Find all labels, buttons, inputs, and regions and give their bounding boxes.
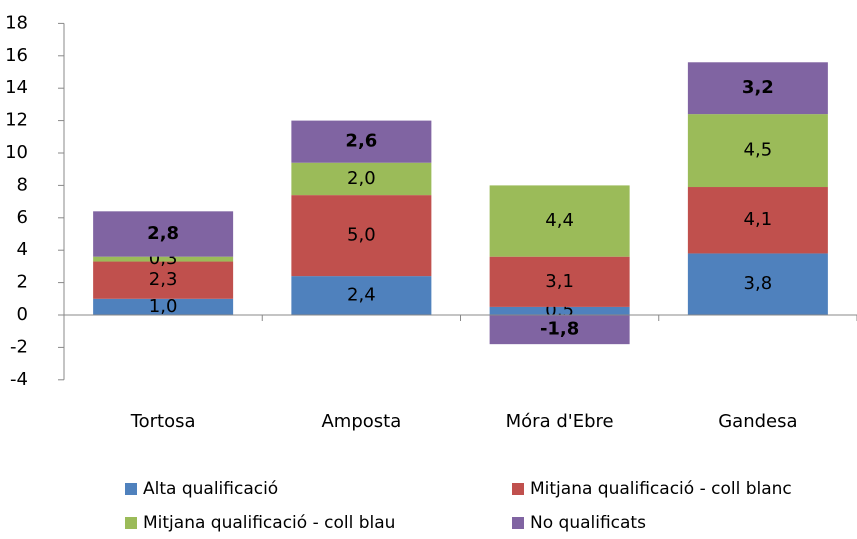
data-label: 1,0 <box>149 296 178 317</box>
data-label: 5,0 <box>347 225 376 246</box>
y-tick-label: 6 <box>17 207 28 228</box>
bar-segment <box>489 306 630 315</box>
bar-segment <box>291 195 432 277</box>
data-label: 3,8 <box>744 273 773 294</box>
y-tick-label: 0 <box>17 304 28 325</box>
bar-segment <box>93 211 234 257</box>
bar-segment <box>687 114 828 188</box>
data-label: 4,1 <box>744 209 773 230</box>
legend-swatch <box>125 483 137 495</box>
bar-segment <box>489 185 630 257</box>
y-tick-label: 14 <box>5 77 28 98</box>
bar-segment <box>291 276 432 315</box>
x-tick-label: Gandesa <box>718 411 797 432</box>
legend: Alta qualificació Mitjana qualificació - … <box>125 479 792 533</box>
x-tick-label: Tortosa <box>130 411 196 432</box>
data-label: 2,3 <box>149 269 178 290</box>
y-tick-label: 16 <box>5 45 28 66</box>
y-tick-label: 18 <box>5 12 28 33</box>
data-label: 4,4 <box>545 210 574 231</box>
bar-segment <box>489 256 630 307</box>
y-tick-label: -4 <box>10 369 28 390</box>
legend-label: Mitjana qualificació - coll blanc <box>530 479 792 499</box>
legend-label: No qualificats <box>530 513 646 533</box>
bar-segment <box>93 298 234 315</box>
legend-swatch <box>512 483 524 495</box>
data-label: 3,1 <box>545 271 574 292</box>
bar-segment <box>291 162 432 196</box>
data-label: -1,8 <box>540 319 579 340</box>
bar-segment <box>687 62 828 115</box>
legend-label: Alta qualificació <box>143 479 278 499</box>
data-label: 3,2 <box>742 77 774 98</box>
data-label: 4,5 <box>744 140 773 161</box>
data-label: 2,6 <box>345 131 377 152</box>
bar-segment <box>93 256 234 262</box>
bar-segment <box>489 315 630 345</box>
x-tick-label: Móra d'Ebre <box>506 411 614 432</box>
bar-segment <box>687 187 828 254</box>
y-tick-label: 4 <box>17 239 28 260</box>
y-tick-label: 10 <box>5 142 28 163</box>
legend-label: Mitjana qualificació - coll blau <box>143 513 395 533</box>
bar-segment <box>687 253 828 315</box>
y-tick-label: 8 <box>17 174 28 195</box>
y-tick-label: -2 <box>10 336 28 357</box>
bar-segment <box>93 261 234 299</box>
data-label: 2,8 <box>147 223 179 244</box>
data-label: 2,4 <box>347 285 376 306</box>
y-tick-label: 12 <box>5 110 28 131</box>
legend-swatch <box>512 517 524 529</box>
x-tick-label: Amposta <box>321 411 401 432</box>
y-tick-label: 2 <box>17 272 28 293</box>
data-label: 2,0 <box>347 168 376 189</box>
legend-swatch <box>125 517 137 529</box>
bar-segment <box>291 120 432 163</box>
